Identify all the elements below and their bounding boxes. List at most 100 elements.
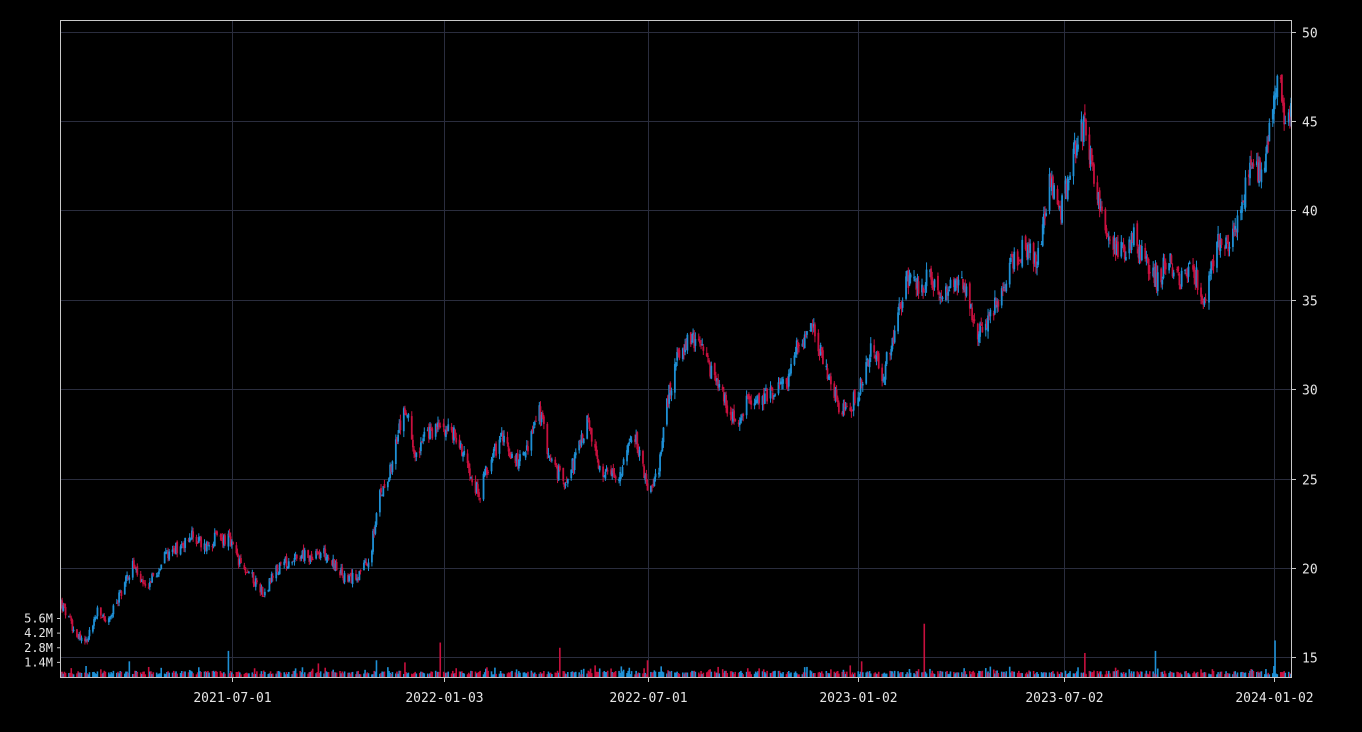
candle-body — [822, 350, 824, 365]
volume-bar — [492, 674, 495, 677]
volume-bar — [770, 672, 773, 677]
candle-body — [678, 350, 681, 359]
candle-body — [1154, 266, 1157, 287]
volume-bar — [753, 673, 756, 677]
candle-body — [358, 571, 361, 581]
candle-body — [1163, 261, 1166, 267]
candle-body — [897, 312, 899, 332]
candle-body — [351, 572, 354, 585]
candle-body — [460, 444, 463, 456]
candle-body — [620, 474, 623, 476]
candle-body — [103, 616, 106, 621]
candle-body — [334, 563, 337, 571]
candle-body — [827, 376, 830, 379]
volume-bar — [379, 673, 381, 677]
candle-body — [1019, 259, 1021, 261]
volume-bar — [291, 674, 293, 677]
candle-body — [356, 578, 359, 581]
candle-body — [523, 454, 526, 456]
y-tick-label: 40 — [1302, 205, 1318, 220]
volume-bar — [430, 671, 432, 677]
volume-bar — [1164, 673, 1167, 677]
x-tick-label: 2024-01-02 — [1235, 691, 1313, 706]
candle-body — [1097, 192, 1100, 204]
volume-bar — [175, 671, 177, 677]
volume-bar — [396, 671, 398, 677]
candle-body — [292, 560, 295, 562]
candle-body — [1146, 259, 1149, 261]
volume-bar — [1074, 673, 1077, 677]
candle-body — [278, 563, 281, 575]
volume-axis: 1.4M2.8M4.2M5.6M — [24, 612, 61, 669]
candle-body — [277, 573, 280, 575]
candle-body — [86, 640, 89, 642]
volume-bar — [463, 673, 465, 677]
volume-bar — [1045, 672, 1047, 677]
candle-body — [318, 551, 321, 559]
volume-bar — [1271, 673, 1274, 677]
volume-bar — [399, 670, 402, 677]
volume-bar — [546, 674, 549, 677]
volume-bar — [852, 674, 855, 677]
volume-bar — [485, 668, 487, 677]
volume-bar — [1204, 672, 1207, 677]
candle-body — [171, 549, 174, 552]
candle-body — [1250, 159, 1253, 166]
candle-body — [1148, 271, 1151, 274]
volume-bar — [579, 674, 582, 677]
volume-bar — [331, 671, 333, 677]
candle-body — [875, 352, 878, 360]
candle-body — [1177, 266, 1180, 272]
candle-body — [61, 600, 64, 610]
volume-bar — [842, 669, 845, 677]
candle-body — [1220, 239, 1223, 245]
candle-body — [84, 638, 86, 642]
candle-body — [1203, 298, 1206, 305]
candle-body — [197, 537, 200, 543]
volume-bar — [254, 673, 257, 677]
candle-body — [594, 444, 597, 448]
candle-body — [446, 427, 448, 431]
volume-bar — [192, 673, 194, 677]
volume-bar — [676, 671, 678, 677]
candle-body — [238, 559, 241, 564]
volume-bar — [380, 672, 382, 677]
candle-body — [72, 629, 75, 632]
candle-body — [404, 408, 406, 414]
volume-bar — [581, 674, 584, 677]
candle-body — [525, 445, 528, 450]
volume-bar — [996, 670, 998, 677]
volume-bar — [111, 673, 114, 677]
candle-body — [997, 301, 1000, 307]
y-tick-label: 15 — [1302, 652, 1318, 667]
volume-bar — [629, 674, 632, 677]
candle-body — [866, 359, 869, 361]
candle-body — [676, 352, 679, 361]
volume-bar — [897, 671, 899, 677]
candle-body — [790, 364, 792, 374]
candle-body — [996, 304, 999, 307]
candle-body — [939, 296, 942, 298]
volume-bar — [1090, 672, 1093, 677]
candle-body — [359, 569, 362, 572]
candle-body — [207, 542, 209, 545]
volume-bar — [292, 671, 295, 677]
candle-body — [156, 575, 159, 577]
volume-bar — [884, 673, 887, 677]
volume-bar — [260, 671, 263, 677]
candle-body — [652, 483, 655, 485]
candle-body — [176, 541, 179, 554]
candle-body — [423, 431, 426, 437]
volume-bar — [1089, 671, 1092, 677]
candle-body — [187, 539, 190, 541]
x-tick-label: 2021-07-01 — [193, 691, 271, 706]
volume-bar — [357, 670, 360, 677]
candle-body — [691, 340, 693, 342]
volume-bar — [486, 667, 488, 677]
candle-body — [224, 535, 226, 545]
volume-bar — [532, 673, 535, 677]
volume-bar — [1252, 670, 1255, 677]
candle-body — [803, 334, 806, 349]
volume-bar — [851, 672, 854, 677]
